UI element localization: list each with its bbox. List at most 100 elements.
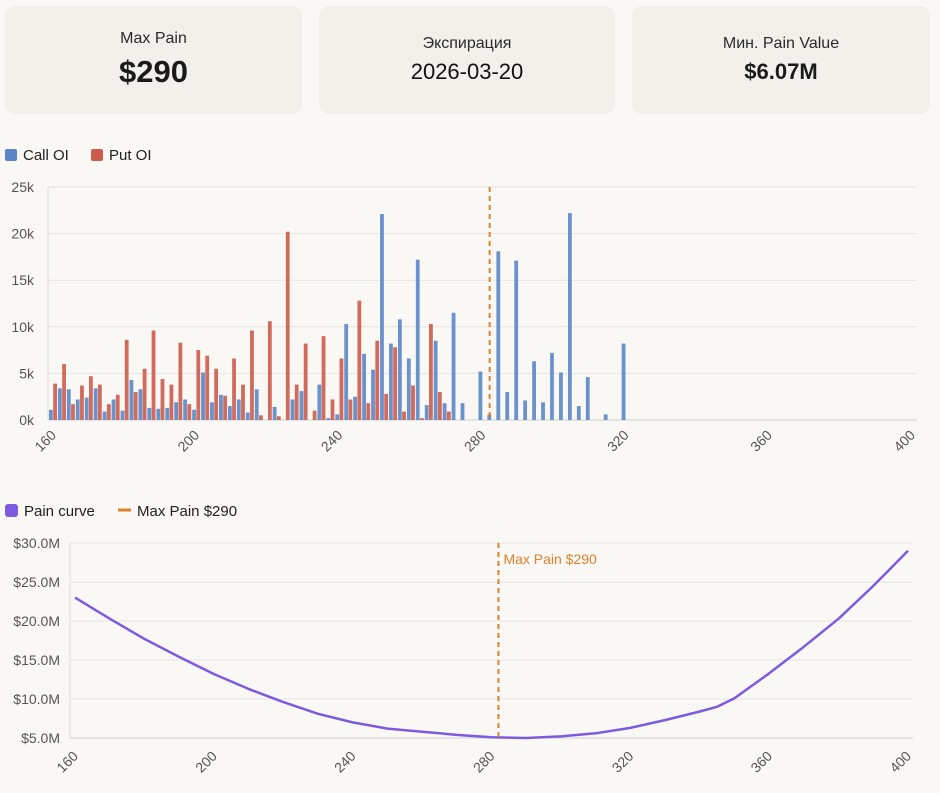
expiration-label: Экспирация [422, 35, 512, 52]
y-tick-label: 20k [11, 226, 35, 242]
pain-curve-line [74, 549, 909, 740]
x-tick-label: 400 [890, 427, 918, 455]
bar-put [133, 392, 138, 420]
bar-call [514, 260, 519, 420]
bar-put [303, 343, 308, 420]
bar-call [183, 399, 188, 420]
bar-call [75, 399, 80, 420]
bar-call [397, 319, 402, 420]
expiration-value: 2026-03-20 [410, 59, 524, 84]
legend-swatch-call [5, 149, 17, 161]
bar-call [174, 402, 179, 420]
bar-call [93, 388, 98, 420]
bar-put [106, 404, 111, 420]
max-pain-label: Max Pain [120, 30, 187, 47]
bar-call [227, 406, 232, 420]
bar-call [111, 399, 116, 420]
expiration-card: Экспирация 2026-03-20 [319, 6, 615, 114]
y-tick-label: 25k [11, 179, 35, 195]
bar-call [245, 412, 250, 420]
x-tick-label: 280 [461, 427, 489, 455]
x-tick-label: 320 [604, 427, 632, 455]
bar-call [362, 353, 366, 420]
bar-call [335, 414, 340, 420]
bar-put [71, 404, 75, 420]
bar-call [344, 324, 349, 420]
max-pain-marker-label: Max Pain $290 [503, 551, 597, 567]
bar-call [147, 407, 152, 420]
bar-put [267, 321, 272, 420]
bar-call [66, 389, 71, 420]
x-tick-label: 240 [331, 748, 359, 776]
bar-put [250, 330, 254, 420]
bar-call [317, 384, 322, 420]
bar-put [241, 384, 245, 420]
bar-call [576, 406, 581, 420]
legend-label-put: Put OI [109, 147, 152, 164]
bar-call [406, 358, 411, 420]
legend-label-pain: Pain curve [24, 503, 95, 520]
y-tick-label: 0k [19, 412, 35, 428]
bar-put [115, 394, 120, 420]
max-pain-card: Max Pain $290 [5, 6, 302, 114]
bar-put [214, 368, 219, 420]
bar-call [192, 409, 196, 420]
bar-call [496, 251, 501, 420]
bar-put [124, 339, 129, 420]
legend-swatch-pain [5, 504, 18, 517]
bar-put [446, 411, 451, 420]
bar-call [559, 372, 563, 420]
bar-put [88, 376, 93, 420]
bar-call [353, 396, 358, 420]
y-tick-label: $10.0M [13, 691, 60, 707]
bar-call [567, 213, 572, 420]
bar-call [460, 403, 465, 420]
bar-put [223, 395, 228, 420]
legend-label-maxpain: Max Pain $290 [137, 503, 237, 520]
legend-label-call: Call OI [23, 147, 69, 164]
x-tick-label: 200 [174, 427, 202, 455]
bar-call [541, 402, 545, 420]
bar-call [102, 411, 107, 420]
bar-put [178, 342, 183, 420]
bar-put [429, 324, 433, 420]
bar-call [451, 312, 456, 420]
bar-put [196, 350, 201, 420]
open-interest-chart: Call OI Put OI 0k 5k 10k 15k 20k 25k 160 200 240 28… [5, 147, 918, 455]
bar-call [487, 414, 492, 420]
bar-put [259, 415, 263, 420]
bar-call [550, 352, 554, 420]
bar-call [272, 406, 277, 420]
bar-call [478, 371, 483, 420]
bar-put [62, 364, 66, 420]
bar-call [210, 402, 214, 420]
bar-call [585, 377, 590, 420]
x-tick-label: 160 [53, 748, 81, 776]
max-pain-value: $290 [119, 54, 188, 89]
min-pain-label: Мин. Pain Value [722, 35, 840, 52]
x-tick-label: 400 [886, 748, 914, 776]
bar-call [433, 340, 438, 420]
bar-put [294, 384, 299, 420]
x-tick-label: 160 [31, 427, 59, 455]
bar-put [97, 384, 102, 420]
bar-call [219, 394, 223, 420]
y-tick-label: $5.0M [21, 730, 60, 746]
legend-swatch-put [91, 149, 103, 161]
bar-call [532, 361, 536, 420]
bar-call [603, 414, 608, 420]
bar-call [424, 405, 429, 420]
bar-put [232, 358, 236, 420]
bar-put [169, 384, 174, 420]
bar-put [384, 393, 389, 420]
bar-call [505, 392, 510, 420]
min-pain-card: Мин. Pain Value $6.07M [632, 6, 930, 114]
bar-call [299, 391, 304, 420]
bar-call [326, 418, 331, 420]
bar-put [357, 300, 362, 420]
bar-call [442, 403, 447, 420]
x-tick-label: 360 [747, 427, 775, 455]
bar-put [276, 416, 281, 420]
bar-put [205, 355, 210, 420]
bar-call [380, 214, 384, 420]
